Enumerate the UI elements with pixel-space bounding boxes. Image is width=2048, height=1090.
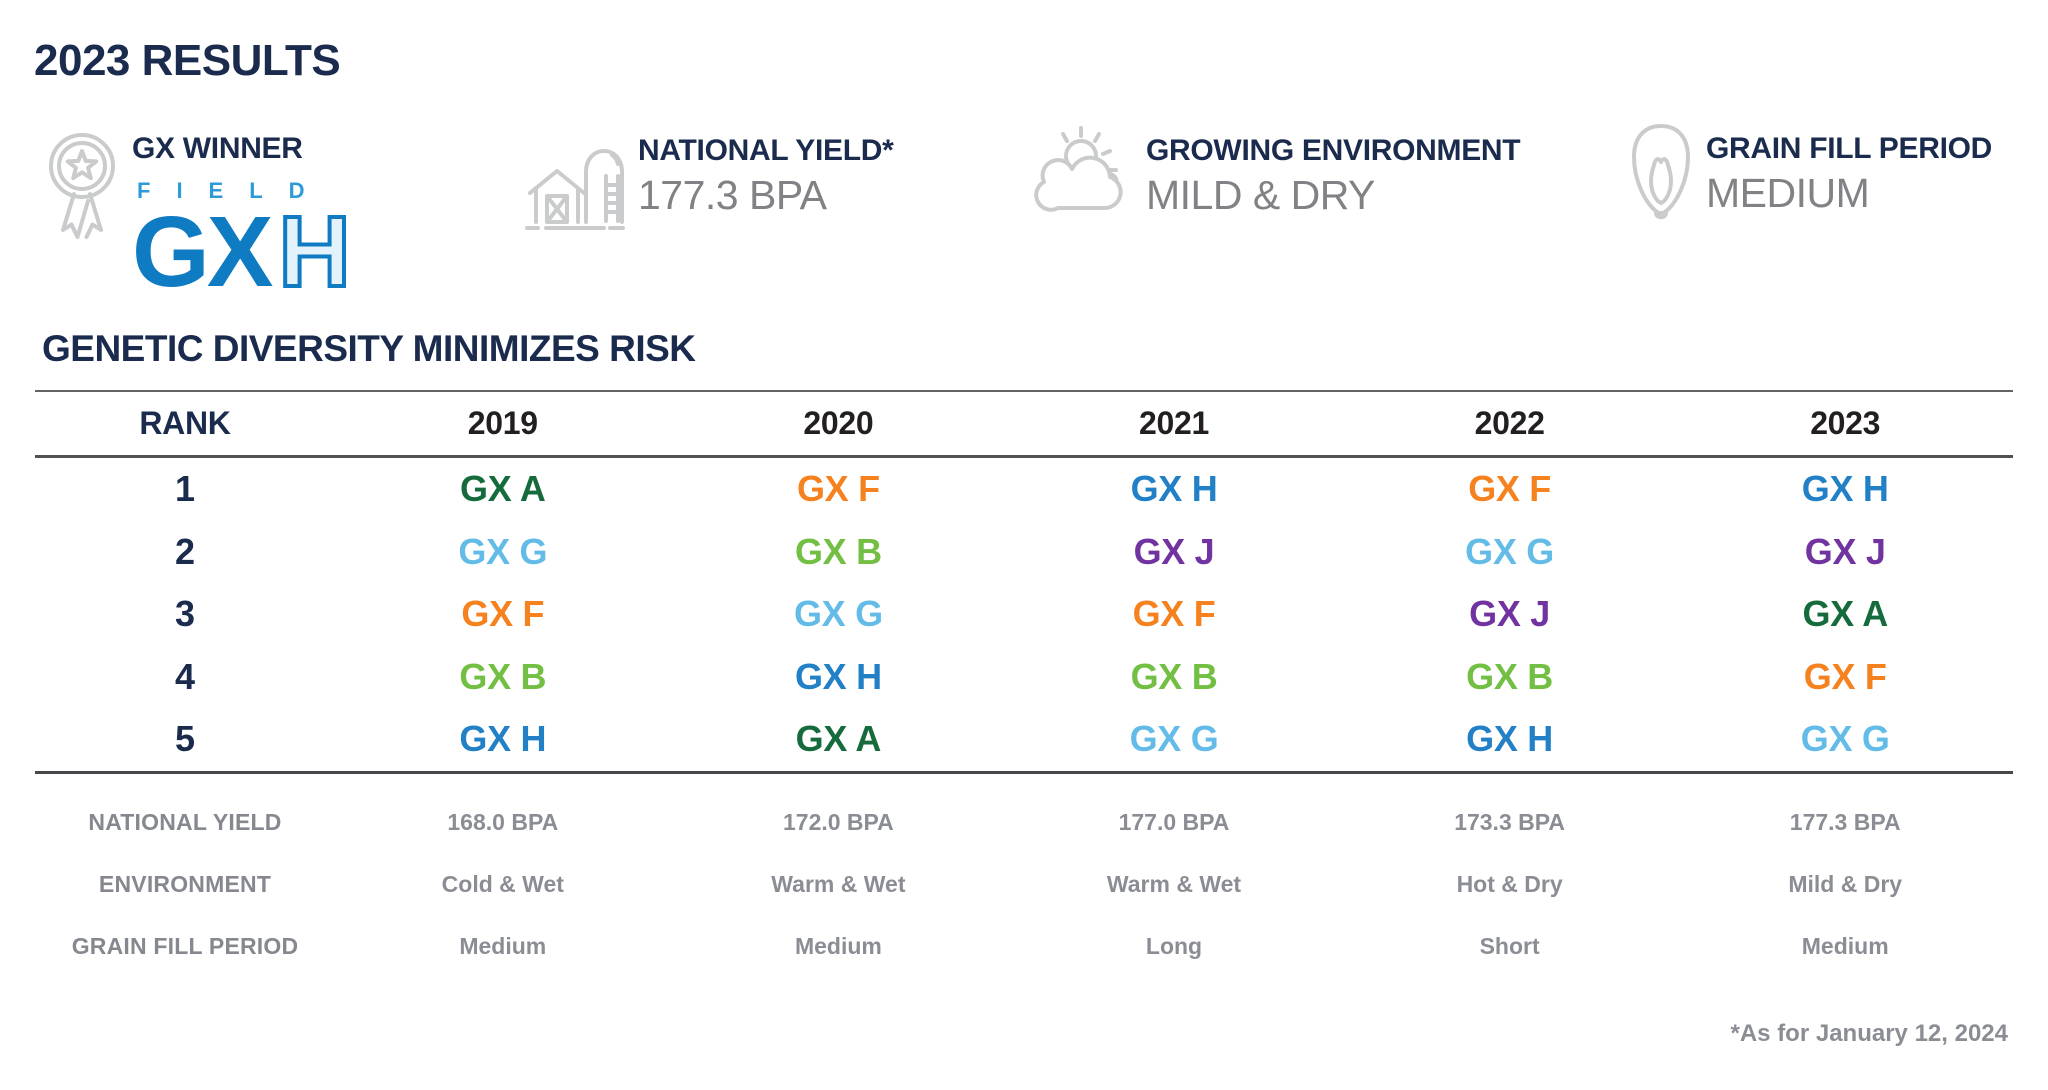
info-value: 172.0 BPA [782, 809, 894, 835]
gx-cell: GX A [1802, 593, 1888, 635]
gx-cell: GX H [1466, 718, 1553, 760]
info-label: NATIONAL YIELD [88, 809, 282, 835]
rank-cell: 3 [174, 593, 196, 635]
gx-cell: GX B [459, 655, 547, 697]
info-value: 168.0 BPA [447, 809, 559, 835]
stat-label-gx-winner: GX WINNER [132, 132, 303, 165]
info-value: Warm & Wet [1106, 871, 1242, 897]
gx-cell: GX G [458, 530, 548, 572]
gx-cell: GX G [1129, 718, 1219, 760]
table-row: 1 GX A GX F GX H GX F GX H [35, 458, 2013, 521]
field-gx-logo: FIELD GX H [132, 178, 353, 308]
stat-label-grain-fill-period: GRAIN FILL PERIOD [1706, 132, 1993, 165]
gx-cell: GX B [794, 530, 882, 572]
gx-cell: GX J [1133, 530, 1215, 572]
column-header-year: 2022 [1474, 405, 1545, 441]
info-value: Medium [459, 933, 547, 959]
rank-cell: 2 [174, 530, 196, 572]
gx-cell: GX J [1804, 530, 1886, 572]
barn-silo-icon [525, 149, 625, 230]
genetic-diversity-table: RANK 2019 2020 2021 2022 2023 1 GX A GX … [35, 390, 2013, 978]
table-row: 2 GX G GX B GX J GX G GX J [35, 521, 2013, 584]
table-body: 1 GX A GX F GX H GX F GX H 2 GX G GX B G… [35, 458, 2013, 774]
column-header-year: 2023 [1810, 405, 1881, 441]
stat-growing-environment: GROWING ENVIRONMENT MILD & DRY [1032, 124, 1521, 219]
column-header-rank: RANK [139, 405, 231, 441]
gx-cell: GX H [1130, 468, 1218, 510]
table-info-row: GRAIN FILL PERIOD Medium Medium Long Sho… [35, 916, 2013, 978]
footnote: *As for January 12, 2024 [1730, 1020, 2009, 1047]
gx-cell: GX B [1466, 655, 1553, 697]
corn-kernel-icon [1632, 124, 1690, 220]
logo-gx-text: GX [132, 196, 273, 308]
gx-cell: GX B [1130, 655, 1218, 697]
cloud-sun-icon [1034, 126, 1123, 212]
rank-cell: 4 [174, 655, 196, 697]
gx-cell: GX F [1132, 593, 1216, 635]
info-value: 173.3 BPA [1454, 809, 1565, 835]
stat-text: GX WINNER FIELD GX H [132, 122, 353, 308]
info-value: Mild & Dry [1788, 871, 1903, 897]
info-value: Hot & Dry [1456, 871, 1563, 897]
table-header-row: RANK 2019 2020 2021 2022 2023 [35, 390, 2013, 458]
gx-cell: GX G [793, 593, 883, 635]
info-value: Medium [794, 933, 882, 959]
rank-cell: 1 [174, 468, 196, 510]
stat-text: NATIONAL YIELD* 177.3 BPA [638, 124, 894, 234]
column-header-year: 2021 [1138, 405, 1209, 441]
stat-grain-fill-period: GRAIN FILL PERIOD MEDIUM [1628, 122, 1992, 222]
stat-value-national-yield: 177.3 BPA [638, 172, 827, 218]
gx-cell: GX G [1465, 530, 1554, 572]
table-info-row: NATIONAL YIELD 168.0 BPA 172.0 BPA 177.0… [35, 792, 2013, 854]
gx-cell: GX H [1801, 468, 1889, 510]
stat-gx-winner: GX WINNER FIELD GX H [44, 122, 353, 308]
info-label: ENVIRONMENT [98, 871, 272, 897]
logo-field-text: FIELD [137, 178, 331, 203]
stat-value-grain-fill-period: MEDIUM [1706, 170, 1870, 216]
gx-cell: GX A [795, 718, 882, 760]
rank-cell: 5 [174, 718, 196, 760]
info-value: Medium [1801, 933, 1889, 959]
table-info-section: NATIONAL YIELD 168.0 BPA 172.0 BPA 177.0… [35, 774, 2013, 978]
table-row: 4 GX B GX H GX B GX B GX F [35, 646, 2013, 709]
stat-label-national-yield: NATIONAL YIELD* [638, 134, 894, 167]
gx-cell: GX J [1469, 593, 1551, 635]
logo-h-text: H [276, 196, 352, 308]
section-title: GENETIC DIVERSITY MINIMIZES RISK [42, 328, 696, 369]
info-value: Long [1145, 933, 1203, 959]
award-ribbon-icon [49, 133, 115, 239]
table-row: 3 GX F GX G GX F GX J GX A [35, 583, 2013, 646]
info-value: Cold & Wet [441, 871, 564, 897]
info-value: Warm & Wet [771, 871, 906, 897]
table-row: 5 GX H GX A GX G GX H GX G [35, 708, 2013, 771]
table-info-row: ENVIRONMENT Cold & Wet Warm & Wet Warm &… [35, 854, 2013, 916]
info-value: 177.3 BPA [1789, 809, 1901, 835]
gx-cell: GX F [796, 468, 880, 510]
column-header-year: 2020 [803, 405, 874, 441]
column-header-year: 2019 [467, 405, 538, 441]
stat-national-yield: NATIONAL YIELD* 177.3 BPA [524, 124, 894, 234]
gx-cell: GX G [1800, 718, 1890, 760]
stat-value-growing-environment: MILD & DRY [1146, 172, 1375, 218]
page-title: 2023 RESULTS [34, 36, 341, 85]
gx-cell: GX F [1803, 655, 1887, 697]
stat-text: GROWING ENVIRONMENT MILD & DRY [1146, 124, 1521, 219]
stat-text: GRAIN FILL PERIOD MEDIUM [1706, 122, 1992, 222]
info-label: GRAIN FILL PERIOD [71, 933, 299, 959]
gx-cell: GX F [461, 593, 545, 635]
gx-cell: GX A [460, 468, 546, 510]
gx-cell: GX H [459, 718, 547, 760]
gx-cell: GX H [794, 655, 882, 697]
gx-cell: GX F [1468, 468, 1551, 510]
stat-label-growing-environment: GROWING ENVIRONMENT [1146, 134, 1521, 167]
info-value: Short [1479, 933, 1540, 959]
info-value: 177.0 BPA [1118, 809, 1230, 835]
